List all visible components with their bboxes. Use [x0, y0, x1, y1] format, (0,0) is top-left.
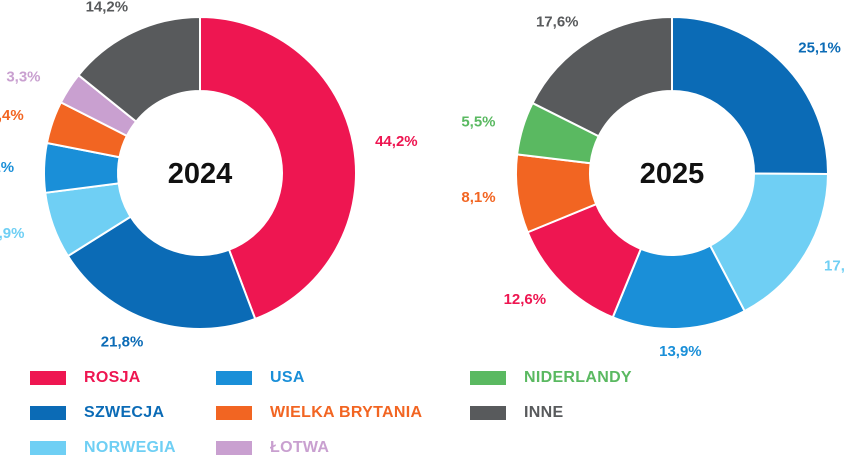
legend-swatch: [30, 371, 66, 385]
donut-charts: 44,2% 21,8% 6,9% 5,1% 4,4% 3,3% 14,2% 2024 25,1%…: [0, 0, 845, 360]
legend-swatch: [216, 406, 252, 420]
chart-title-2025: 2025: [640, 158, 705, 190]
data-label-2025-wielka-brytania: 8,1%: [461, 189, 495, 206]
legend-swatch: [470, 371, 506, 385]
data-label-2024-rosja: 44,2%: [375, 133, 418, 150]
slice-2024-inne: [77, 15, 201, 123]
data-label-2024-szwecja: 21,8%: [101, 334, 144, 351]
data-label-2025-norwegia: 17,2%: [824, 258, 845, 275]
legend-label: WIELKA BRYTANIA: [270, 404, 423, 421]
legend-item-inne: INNE: [470, 403, 563, 423]
legend-swatch: [470, 406, 506, 420]
legend-swatch: [216, 371, 252, 385]
legend-item-niderlandy: NIDERLANDY: [470, 368, 632, 388]
data-label-2024-norwegia: 6,9%: [0, 225, 24, 242]
legend-label: NORWEGIA: [84, 439, 176, 456]
legend-item-norwegia: NORWEGIA: [30, 438, 176, 458]
data-label-2025-inne: 17,6%: [536, 14, 579, 31]
data-label-2025-niderlandy: 5,5%: [461, 114, 495, 131]
legend-swatch: [30, 406, 66, 420]
legend-label: ŁOTWA: [270, 439, 330, 456]
legend-swatch: [216, 441, 252, 455]
legend-swatch: [30, 441, 66, 455]
data-label-2024-usa: 5,1%: [0, 159, 14, 176]
slice-2024-rosja: [199, 15, 357, 321]
slice-2024-szwecja: [66, 215, 257, 330]
data-label-2024-lotwa: 3,3%: [6, 68, 40, 85]
legend-label: USA: [270, 369, 305, 386]
legend-item-usa: USA: [216, 368, 305, 388]
data-label-2025-usa: 13,9%: [659, 343, 702, 360]
legend-label: ROSJA: [84, 369, 141, 386]
legend-item-lotwa: ŁOTWA: [216, 438, 329, 458]
data-label-2024-wielka-brytania: 4,4%: [0, 107, 24, 124]
legend-item-szwecja: SZWECJA: [30, 403, 164, 423]
slice-2025-inne: [531, 15, 673, 138]
legend-item-rosja: ROSJA: [30, 368, 141, 388]
legend-item-wielka-brytania: WIELKA BRYTANIA: [216, 403, 422, 423]
legend-label: INNE: [524, 404, 564, 421]
legend-label: NIDERLANDY: [524, 369, 632, 386]
chart-title-2024: 2024: [168, 158, 233, 190]
slice-2025-norwegia: [708, 172, 830, 313]
legend-label: SZWECJA: [84, 404, 165, 421]
data-label-2025-szwecja: 25,1%: [798, 40, 841, 57]
data-label-2025-rosja: 12,6%: [504, 291, 547, 308]
data-label-2024-inne: 14,2%: [86, 0, 129, 15]
slice-2025-szwecja: [671, 15, 829, 175]
